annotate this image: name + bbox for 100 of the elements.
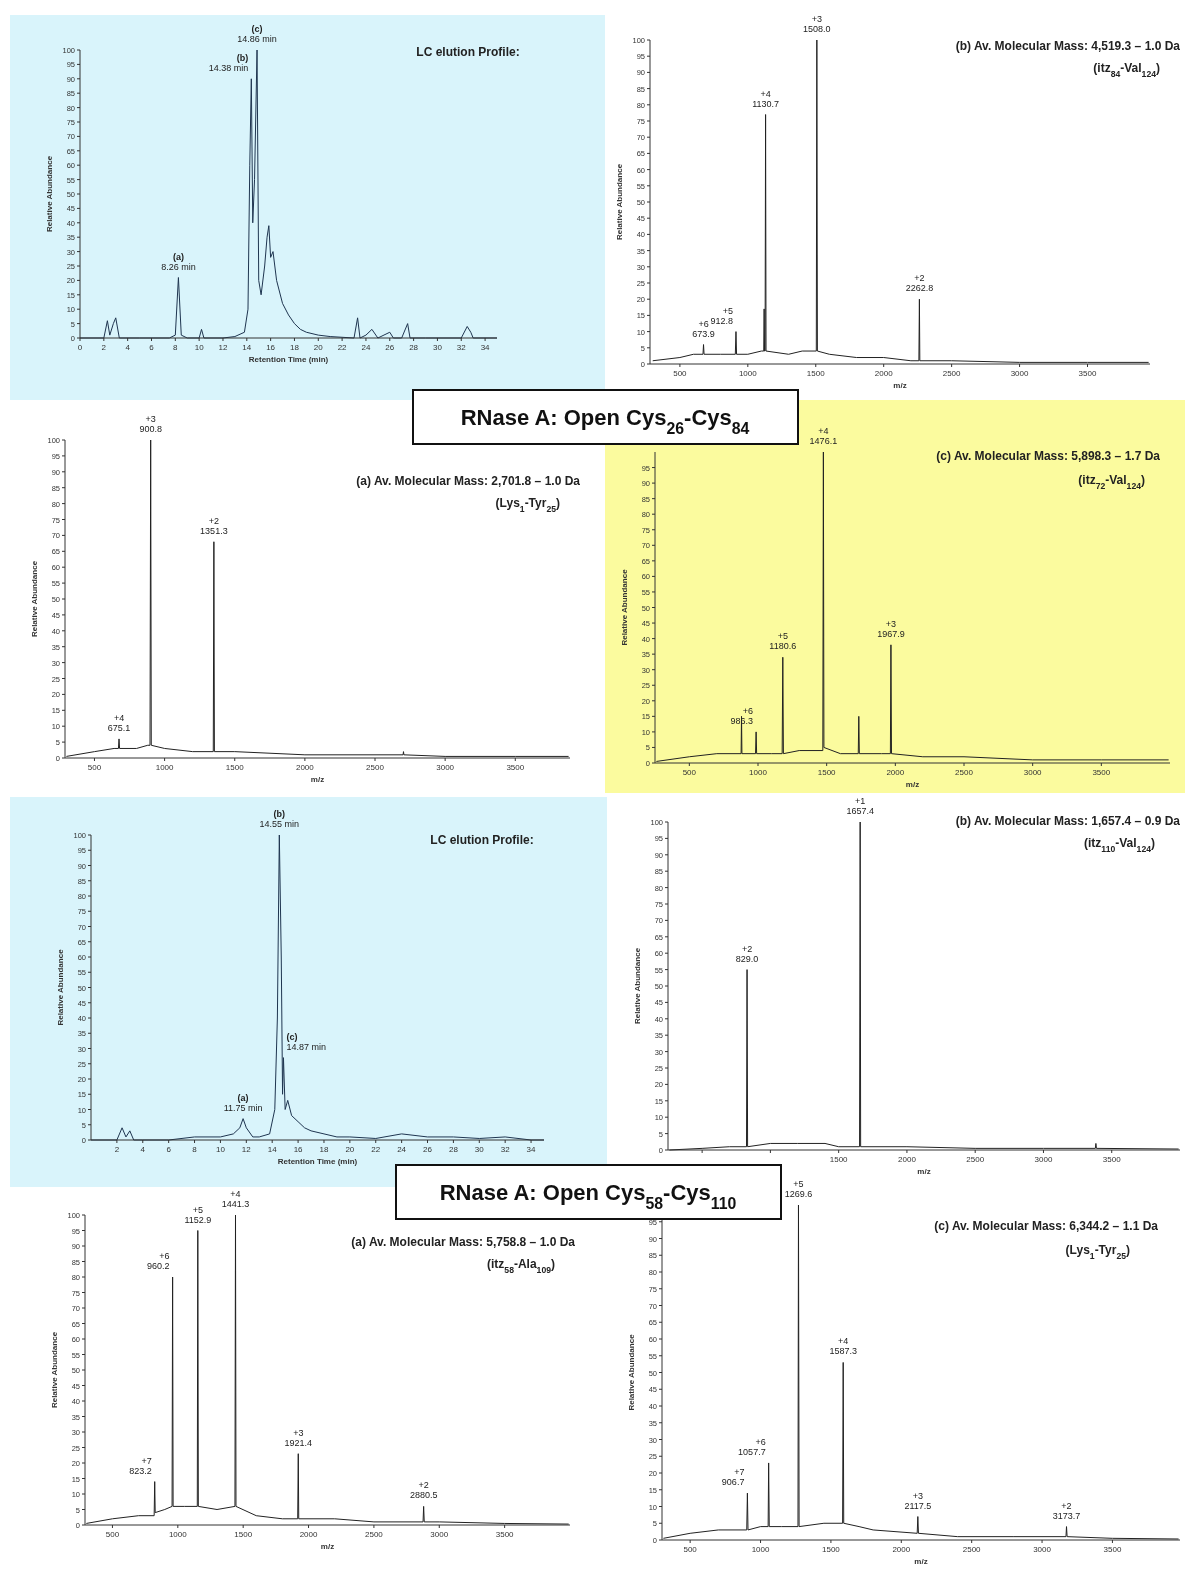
- chart-title: (c) Av. Molecular Mass: 5,898.3 – 1.7 Da: [936, 449, 1161, 463]
- x-axis-title: m/z: [905, 780, 920, 789]
- x-tick-label: 8: [173, 343, 179, 352]
- text: RNase A: Open Cys$_{58}$-Cys$_{110}$: [439, 1180, 737, 1212]
- chart-title: (b) Av. Molecular Mass: 1,657.4 – 0.9 Da: [955, 814, 1181, 828]
- chart-title: (b) Av. Molecular Mass: 4,519.3 – 1.0 Da: [955, 39, 1181, 53]
- x-tick-label: 3000: [1034, 1155, 1053, 1164]
- annotation: +5 1180.6: [769, 631, 797, 652]
- annotation: (b) 14.55 min: [259, 809, 300, 829]
- y-axis-title: Relative Abundance: [620, 568, 629, 646]
- x-tick-label: 1000: [749, 768, 768, 777]
- chart-title: LC elution Profile:: [416, 45, 520, 59]
- annotation: +3 2117.5: [904, 1490, 932, 1511]
- x-tick-label: 2000: [892, 1545, 911, 1554]
- annotation: (b) 14.38 min: [208, 52, 249, 73]
- annotation: +7 823.2: [129, 1455, 152, 1476]
- annotation: +7 906.7: [721, 1467, 745, 1488]
- x-tick-label: 2000: [299, 1530, 318, 1539]
- x-tick-label: 2500: [955, 768, 974, 777]
- x-tick-label: 3500: [506, 763, 525, 772]
- annotation: +3 1967.9: [877, 618, 905, 639]
- x-tick-label: 500: [683, 1545, 698, 1554]
- x-tick-label: 3000: [436, 763, 455, 772]
- text: (Lys$_{1}$-Tyr$_{25}$): [495, 496, 560, 514]
- annotation: +6 960.2: [147, 1251, 170, 1271]
- annotation: +3 1921.4: [284, 1427, 313, 1448]
- annotation: +5 1269.6: [784, 1179, 813, 1199]
- x-tick-label: 1000: [751, 1545, 770, 1554]
- x-tick-label: 3000: [1023, 768, 1043, 777]
- y-axis-title: Relative Abundance: [50, 1331, 59, 1409]
- x-tick-label: 22: [371, 1145, 381, 1154]
- x-tick-label: 16: [293, 1145, 304, 1154]
- annotation: +4 675.1: [107, 712, 131, 733]
- x-axis-title: m/z: [917, 1167, 931, 1176]
- x-tick-label: 18: [290, 343, 300, 352]
- x-tick-label: 28: [409, 343, 419, 352]
- annotation: +2 1351.3: [200, 515, 228, 536]
- x-tick-label: 24: [397, 1145, 407, 1154]
- x-tick-label: 20: [313, 343, 324, 352]
- x-tick-label: 26: [423, 1145, 433, 1154]
- x-tick-label: 3500: [1092, 768, 1111, 777]
- x-tick-label: 500: [682, 768, 697, 777]
- x-tick-label: 1500: [806, 369, 826, 378]
- annotation: +2 2262.8: [905, 273, 934, 294]
- annotation: (a) 11.75 min: [223, 1092, 263, 1113]
- text: RNase A: Open Cys$_{26}$-Cys$_{84}$: [460, 405, 750, 437]
- x-tick-label: 2500: [966, 1155, 985, 1164]
- line-series: [655, 451, 1170, 762]
- annotation: +4 1587.3: [829, 1336, 857, 1357]
- x-tick-label: 10: [215, 1145, 226, 1154]
- x-tick-label: 2000: [886, 768, 905, 777]
- x-tick-label: 2500: [366, 763, 385, 772]
- x-tick-label: 3500: [1102, 1155, 1122, 1164]
- x-tick-label: 32: [500, 1145, 511, 1154]
- x-tick-label: 26: [385, 343, 395, 352]
- annotation: +3 900.8: [139, 414, 162, 434]
- text: (itz$_{58}$-Ala$_{109}$): [487, 1257, 555, 1275]
- y-axis-title: Relative Abundance: [627, 1333, 636, 1411]
- chart-title: LC elution Profile:: [430, 833, 534, 847]
- annotation: (a) 8.26 min: [161, 251, 196, 272]
- annotation: +3 1508.0: [803, 14, 831, 34]
- x-tick-label: 500: [87, 763, 102, 772]
- text: (c) Av. Molecular Mass: 6,344.2 – 1.1 Da: [934, 1219, 1159, 1233]
- y-axis-title: Relative Abundance: [30, 560, 39, 638]
- x-tick-label: 14: [242, 343, 252, 352]
- annotation: +4 1441.3: [221, 1189, 250, 1209]
- x-tick-label: 1500: [225, 763, 245, 772]
- x-axis-title: m/z: [914, 1557, 928, 1566]
- x-tick-label: 2000: [898, 1155, 917, 1164]
- text: (Lys$_{1}$-Tyr$_{25}$): [1065, 1243, 1130, 1261]
- x-tick-label: 1500: [817, 768, 837, 777]
- annotation: +4 1130.7: [752, 88, 780, 109]
- x-axis-title: m/z: [320, 1542, 335, 1551]
- x-axis-title: m/z: [893, 381, 907, 390]
- x-tick-label: 24: [361, 343, 371, 352]
- x-tick-label: 16: [266, 343, 276, 352]
- x-tick-label: 3000: [1010, 369, 1030, 378]
- x-tick-label: 3500: [1103, 1545, 1122, 1554]
- x-axis-title: m/z: [310, 775, 325, 784]
- text: (a) Av. Molecular Mass: 5,758.8 – 1.0 Da: [351, 1235, 576, 1249]
- x-tick-label: 1000: [168, 1530, 188, 1539]
- x-tick-label: 6: [149, 343, 155, 352]
- x-tick-label: 2000: [874, 369, 894, 378]
- x-tick-label: 14: [267, 1145, 278, 1154]
- annotation: +5 912.8: [710, 305, 733, 326]
- x-tick-label: 8: [192, 1145, 198, 1154]
- x-tick-label: 2000: [295, 763, 315, 772]
- x-tick-label: 22: [337, 343, 348, 352]
- x-tick-label: 34: [480, 343, 491, 352]
- annotation: +5 1152.9: [184, 1204, 212, 1225]
- text: (a) Av. Molecular Mass: 2,701.8 – 1.0 Da: [356, 474, 581, 488]
- x-axis-title: Retention Time (min): [277, 1157, 358, 1166]
- x-tick-label: 1000: [155, 763, 175, 772]
- y-axis-title: Relative Abundance: [615, 163, 624, 241]
- text: (itz$_{72}$-Val$_{124}$): [1078, 473, 1145, 491]
- x-tick-label: 1500: [829, 1155, 849, 1164]
- x-tick-label: 12: [241, 1145, 252, 1154]
- x-tick-label: 2500: [365, 1530, 384, 1539]
- x-tick-label: 34: [526, 1145, 537, 1154]
- x-tick-label: 4: [125, 343, 131, 352]
